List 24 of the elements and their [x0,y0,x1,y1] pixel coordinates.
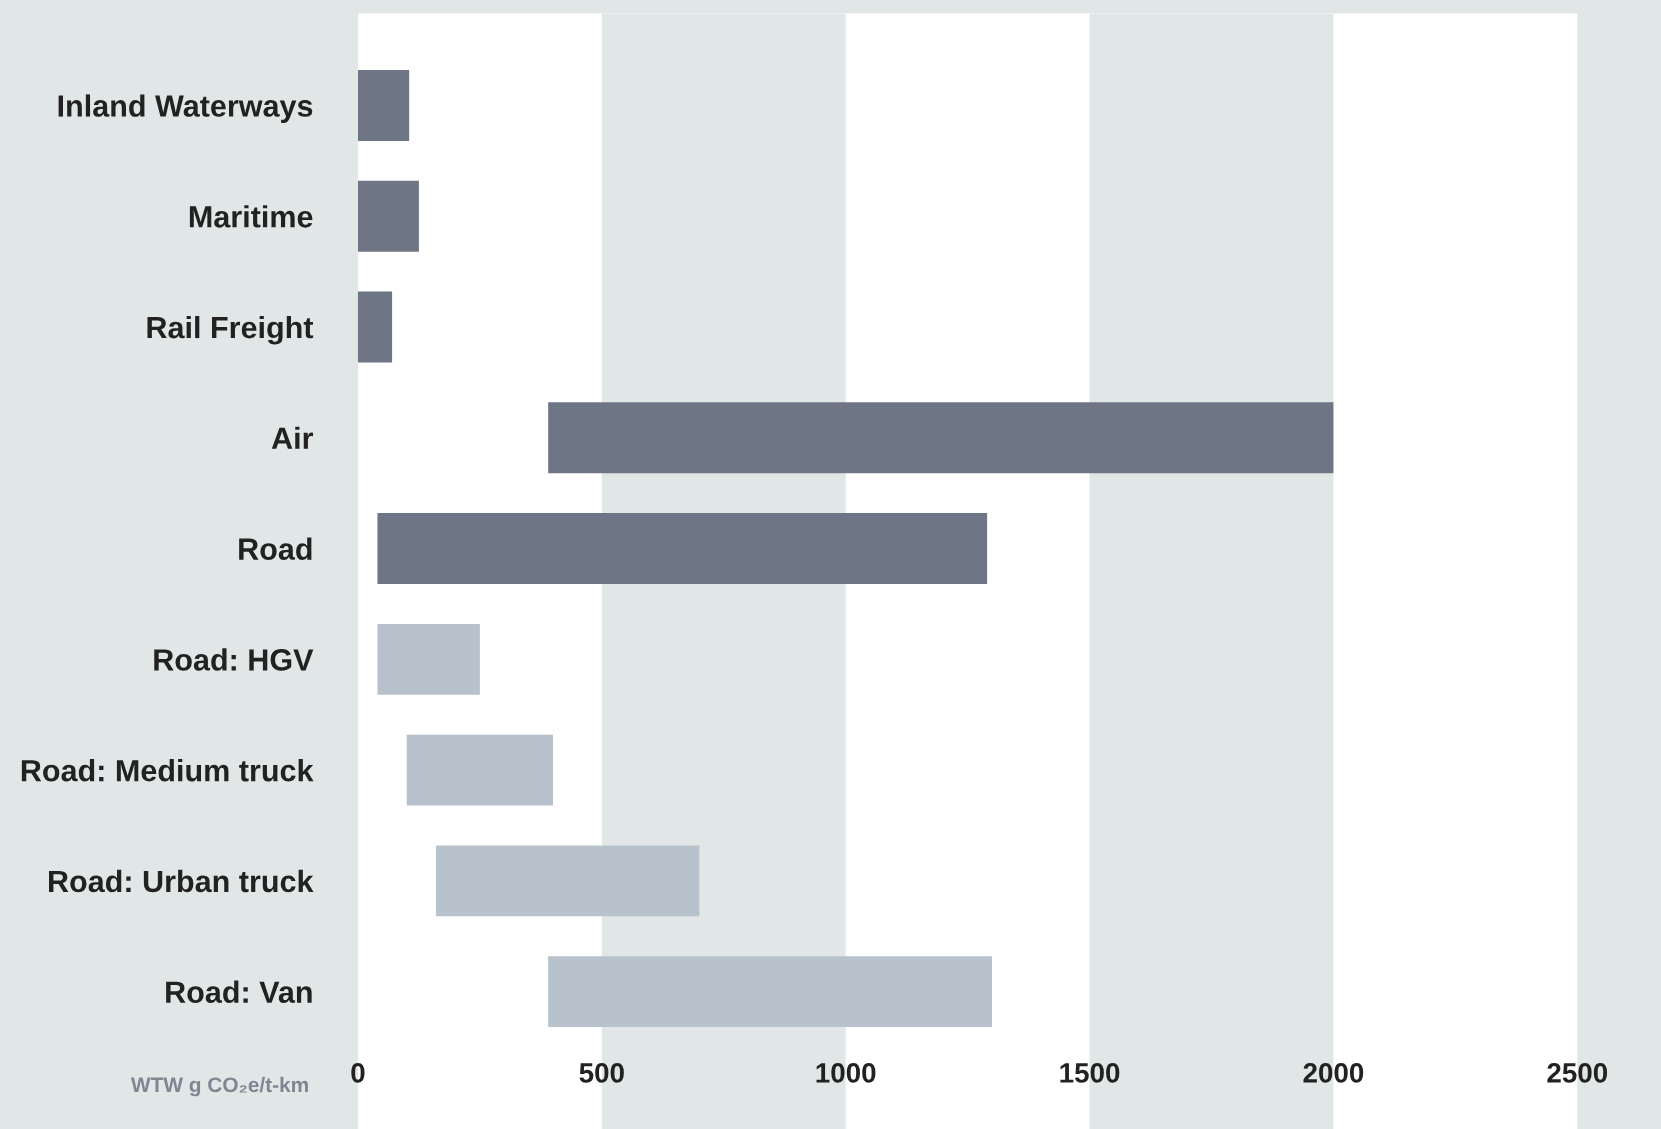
x-tick-label: 1000 [816,1063,876,1083]
x-tick-label: 0 [351,1063,365,1083]
bar [406,734,554,806]
bar [548,956,992,1028]
y-tick-label: Rail Freight [147,315,314,345]
x-tick-label: 500 [579,1063,624,1083]
y-tick-label: Inland Waterways [58,94,313,123]
y-tick-label: Road: Van [166,980,312,1004]
y-tick-label: Road: HGV [154,648,314,671]
x-tick-label: 2000 [1303,1063,1364,1083]
x-tick-label: 2500 [1547,1063,1608,1083]
y-tick-label: Maritime [189,205,313,228]
y-tick-label: Air [271,426,314,449]
y-tick-label: Road [239,537,312,560]
y-tick-label: Road: Medium truck [21,759,314,782]
bar [377,513,988,585]
bar [377,623,480,695]
bar [548,402,1334,474]
bar [357,70,410,141]
bar [357,180,419,252]
bar [435,845,700,917]
x-tick-label: 1500 [1060,1063,1120,1083]
y-tick-label: Road: Urban truck [49,869,314,893]
x-axis-title: WTW g CO₂e/t-km [130,1076,308,1097]
